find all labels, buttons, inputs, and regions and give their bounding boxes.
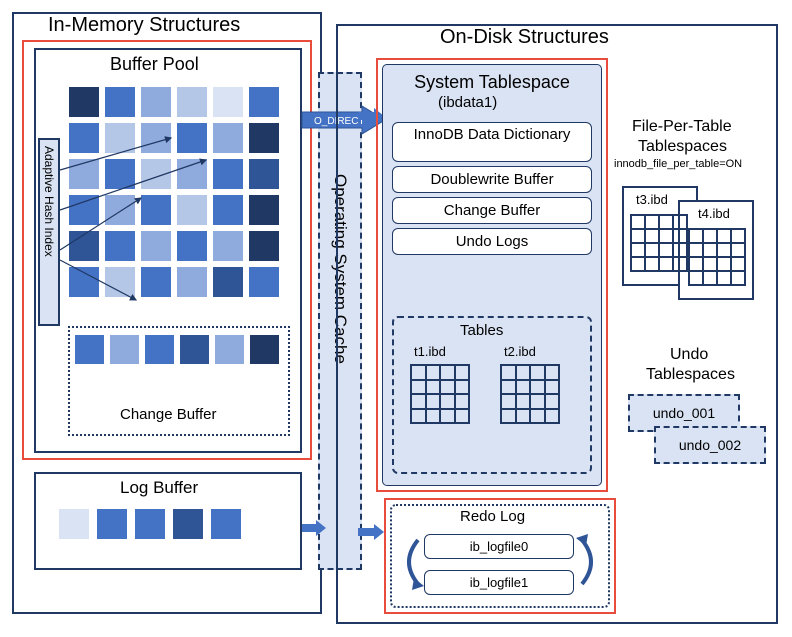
log-arrow — [302, 520, 328, 540]
innodb-dict: InnoDB Data Dictionary — [392, 122, 592, 162]
redo-cycle-left — [396, 534, 428, 594]
grid-cell — [249, 334, 280, 365]
grid-cell — [179, 334, 210, 365]
logfile0: ib_logfile0 — [424, 534, 574, 559]
t4-label: t4.ibd — [698, 206, 730, 221]
grid-cell — [109, 334, 140, 365]
grid-cell — [176, 86, 208, 118]
grid-cell — [248, 86, 280, 118]
logfile1: ib_logfile1 — [424, 570, 574, 595]
hash-arrows — [56, 130, 256, 330]
t2-label: t2.ibd — [504, 344, 536, 359]
t2-grid — [500, 364, 560, 424]
system-ts-sub: (ibdata1) — [438, 94, 497, 111]
grid-cell — [134, 508, 166, 540]
t1-label: t1.ibd — [414, 344, 446, 359]
grid-cell — [214, 334, 245, 365]
grid-cell — [140, 86, 172, 118]
t3-label: t3.ibd — [636, 192, 668, 207]
undo-logs: Undo Logs — [392, 228, 592, 255]
log-buffer-grid — [58, 508, 258, 544]
grid-cell — [96, 508, 128, 540]
grid-cell — [144, 334, 175, 365]
grid-cell — [68, 86, 100, 118]
grid-cell — [104, 86, 136, 118]
system-ts-items: InnoDB Data Dictionary Doublewrite Buffe… — [392, 118, 592, 259]
in-memory-title: In-Memory Structures — [48, 14, 240, 37]
tables-title: Tables — [460, 322, 503, 339]
fpt-title: File-Per-Table — [632, 118, 732, 136]
grid-cell — [58, 508, 90, 540]
doublewrite: Doublewrite Buffer — [392, 166, 592, 193]
fpt-note: innodb_file_per_table=ON — [614, 158, 742, 170]
on-disk-title: On-Disk Structures — [440, 26, 609, 49]
redo-title: Redo Log — [460, 508, 525, 525]
redo-cycle-right — [574, 534, 606, 594]
change-buffer-disk: Change Buffer — [392, 197, 592, 224]
grid-cell — [212, 86, 244, 118]
t1-grid — [410, 364, 470, 424]
undo-002: undo_002 — [654, 426, 766, 464]
adaptive-hash-label: Adaptive Hash Index — [42, 146, 56, 257]
grid-cell — [172, 508, 204, 540]
undo-sub: Tablespaces — [646, 366, 735, 384]
fpt-sub: Tablespaces — [638, 138, 727, 156]
change-buffer-title: Change Buffer — [120, 406, 216, 423]
log-buffer-title: Log Buffer — [120, 478, 198, 498]
system-ts-title: System Tablespace — [402, 72, 582, 93]
undo-title: Undo — [670, 346, 708, 364]
buffer-pool-title: Buffer Pool — [110, 54, 199, 75]
t4-grid — [688, 228, 746, 286]
change-buffer-grid — [74, 334, 286, 370]
grid-cell — [210, 508, 242, 540]
t3-grid — [630, 214, 688, 272]
grid-cell — [74, 334, 105, 365]
